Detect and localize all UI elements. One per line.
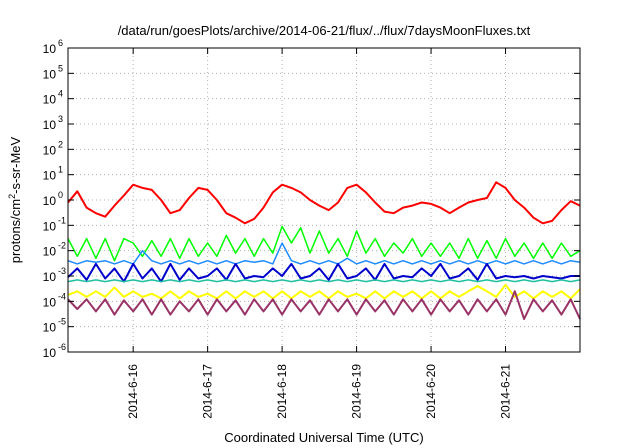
y-axis-label-prefix: protons/cm: [8, 199, 23, 263]
series-line-1: [67, 181, 581, 225]
x-axis-label: Coordinated Universal Time (UTC): [224, 430, 423, 445]
x-tick-label: 2014-6-20: [424, 364, 438, 419]
data-series: [67, 181, 581, 320]
y-axis-label-suffix: -s-sr-MeV: [8, 136, 23, 193]
series-line-7: [67, 290, 581, 320]
x-tick-label: 2014-6-16: [126, 364, 140, 419]
x-tick-label: 2014-6-19: [350, 364, 364, 419]
x-tick-label: 2014-6-17: [201, 364, 215, 419]
series-line-6: [67, 283, 581, 300]
x-tick-label: 2014-6-21: [499, 364, 513, 419]
y-axis-label: protons/cm2-s-sr-MeV: [7, 136, 23, 263]
series-line-5: [67, 279, 581, 283]
series-line-4: [67, 262, 580, 283]
x-axis-ticks: 2014-6-16 2014-6-17 2014-6-18 2014-6-19 2014…: [126, 48, 513, 419]
series-line-3: [67, 242, 581, 265]
series-line-2: [67, 225, 581, 262]
y-axis-label-sup: 2: [7, 194, 17, 199]
chart-title: /data/run/goesPlots/archive/2014-06-21/f…: [118, 23, 531, 38]
x-tick-label: 2014-6-18: [275, 364, 289, 419]
grid-lines: [68, 48, 580, 352]
